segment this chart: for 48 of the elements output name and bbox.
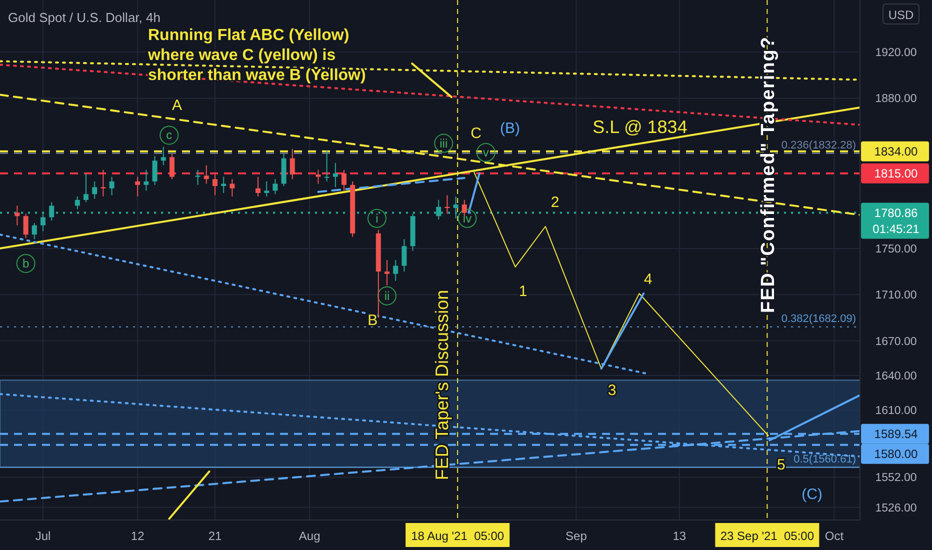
- y-tick-label: 1710.00: [875, 290, 917, 302]
- annotation: 3: [608, 382, 616, 399]
- annotation: FED Taper's Discussion: [432, 290, 452, 480]
- y-axis-title: USD: [888, 8, 914, 22]
- ref-line-label: 0.382(1682.09): [781, 312, 856, 325]
- ref-line-label: 1780.86 01:45:21: [872, 206, 920, 236]
- annotation: C: [470, 125, 482, 142]
- annotation: b: [22, 256, 30, 270]
- annotation: iv: [462, 211, 472, 226]
- annotation: Running Flat ABC (Yellow) where wave C (yellow) is shorter than wave B (Yellow): [147, 27, 366, 84]
- annotation: FED "Confirmed" Tapering?: [758, 36, 779, 313]
- ref-line-label: 18 Aug '21 05:00: [411, 529, 504, 543]
- x-tick-label: 12: [130, 529, 145, 543]
- annotation: i: [376, 211, 378, 226]
- text: Gold Spot / U.S. Dollar, 4h: [8, 10, 160, 25]
- ref-line-label: 1834.00: [874, 144, 918, 158]
- x-tick-label: Oct: [824, 529, 844, 543]
- ref-line-label: 0.5(1560.61): [794, 453, 856, 466]
- annotation: (B): [500, 120, 520, 137]
- x-tick-label: 13: [672, 529, 686, 543]
- x-tick-label: Aug: [298, 529, 320, 543]
- ref-line-label: 1580.00: [874, 446, 918, 461]
- annotation: (C): [802, 486, 822, 503]
- annotation: 1: [518, 283, 528, 300]
- y-tick-label: 1750.00: [875, 243, 917, 256]
- ref-line-label: 1815.00: [874, 166, 918, 180]
- annotation: S.L @ 1834: [592, 117, 688, 137]
- y-tick-label: 1670.00: [875, 336, 917, 348]
- ref-line-label: 0.236(1832.28): [781, 139, 856, 152]
- y-tick-label: 1526.00: [875, 502, 917, 514]
- annotation: A: [172, 97, 182, 114]
- annotation: ii: [384, 288, 390, 303]
- ref-line-label: 1589.54: [874, 426, 918, 441]
- y-tick-label: 1552.00: [875, 472, 917, 484]
- annotation: v: [482, 146, 489, 160]
- annotation: B: [368, 312, 378, 330]
- ref-line-label: 23 Sep '21 05:00: [720, 529, 814, 543]
- x-tick-label: Sep: [566, 529, 588, 543]
- annotation: c: [166, 128, 172, 142]
- annotation: 4: [644, 271, 652, 288]
- annotation: 2: [550, 194, 560, 211]
- y-tick-label: 1610.00: [875, 405, 917, 418]
- x-tick-label: 21: [208, 529, 222, 543]
- x-tick-label: Jul: [35, 529, 51, 543]
- annotation: iii: [440, 136, 448, 150]
- y-tick-label: 1640.00: [875, 370, 917, 383]
- y-tick-label: 1920.00: [875, 47, 917, 59]
- y-tick-label: 1880.00: [875, 93, 917, 106]
